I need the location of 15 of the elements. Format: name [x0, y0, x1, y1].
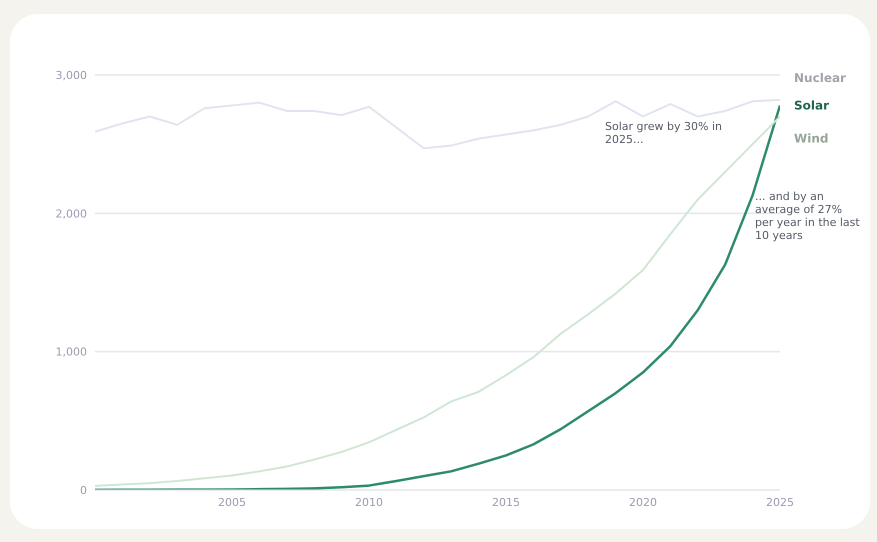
x-tick-label: 2010: [355, 496, 383, 509]
series-label: Solar: [794, 98, 830, 112]
x-tick-label: 2015: [492, 496, 520, 509]
y-tick-label: 1,000: [56, 346, 87, 359]
line-series: [95, 98, 780, 150]
y-tick-label: 0: [80, 484, 87, 497]
x-tick-label: 2005: [218, 496, 246, 509]
y-tick-label: 3,000: [56, 69, 87, 82]
annotation: Solar grew by 30% in 2025...: [605, 120, 724, 146]
x-tick-label: 2020: [629, 496, 657, 509]
x-tick-label: 2025: [766, 496, 794, 509]
series-label: Nuclear: [794, 70, 846, 85]
series-label: Wind: [794, 132, 828, 146]
y-tick-label: 2,000: [56, 207, 87, 220]
annotation: ... and by an average of 27% per year in the last 10 years: [755, 190, 860, 242]
